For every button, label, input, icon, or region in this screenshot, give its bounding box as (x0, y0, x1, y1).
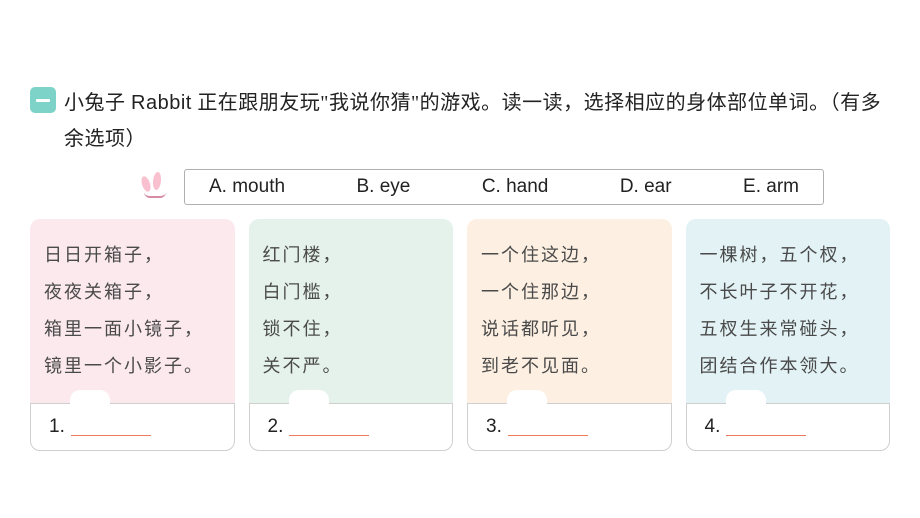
rabbit-line-icon (144, 192, 166, 198)
answer-blank[interactable] (71, 418, 151, 436)
option-e: E. arm (743, 176, 799, 198)
riddle-body-3: 一个住这边， 一个住那边， 说话都听见， 到老不见面。 (467, 219, 672, 403)
riddle-body-4: 一棵树，五个杈， 不长叶子不开花， 五杈生来常碰头， 团结合作本领大。 (686, 219, 891, 403)
riddle-body-2: 红门楼， 白门槛， 锁不住， 关不严。 (249, 219, 454, 403)
header-row: 小兔子 Rabbit 正在跟朋友玩"我说你猜"的游戏。读一读，选择相应的身体部位… (30, 85, 890, 157)
answer-blank[interactable] (508, 418, 588, 436)
worksheet-container: 小兔子 Rabbit 正在跟朋友玩"我说你猜"的游戏。读一读，选择相应的身体部位… (0, 0, 920, 451)
riddle-line: 日日开箱子， (44, 237, 223, 274)
question-number-badge (30, 87, 56, 113)
badge-dash-icon (36, 99, 50, 102)
answer-slot-2: 2. (249, 403, 454, 451)
riddle-line: 夜夜关箱子， (44, 274, 223, 311)
option-d: D. ear (620, 176, 672, 198)
instructions-text: 小兔子 Rabbit 正在跟朋友玩"我说你猜"的游戏。读一读，选择相应的身体部位… (64, 85, 890, 157)
answer-slot-1: 1. (30, 403, 235, 451)
riddle-line: 说话都听见， (481, 311, 660, 348)
answer-slot-3: 3. (467, 403, 672, 451)
answer-label: 1. (49, 416, 65, 438)
riddle-line: 不长叶子不开花， (700, 274, 879, 311)
riddle-line: 五杈生来常碰头， (700, 311, 879, 348)
option-a: A. mouth (209, 176, 285, 198)
riddle-card-1: 日日开箱子， 夜夜关箱子， 箱里一面小镜子， 镜里一个小影子。 1. (30, 219, 235, 451)
riddle-line: 镜里一个小影子。 (44, 348, 223, 385)
answer-blank[interactable] (289, 418, 369, 436)
answer-label: 2. (268, 416, 284, 438)
answer-label: 3. (486, 416, 502, 438)
riddle-card-4: 一棵树，五个杈， 不长叶子不开花， 五杈生来常碰头， 团结合作本领大。 4. (686, 219, 891, 451)
riddle-line: 一个住这边， (481, 237, 660, 274)
cards-row: 日日开箱子， 夜夜关箱子， 箱里一面小镜子， 镜里一个小影子。 1. 红门楼， … (30, 219, 890, 451)
answer-slot-4: 4. (686, 403, 891, 451)
riddle-line: 红门楼， (263, 237, 442, 274)
riddle-line: 锁不住， (263, 311, 442, 348)
riddle-line: 白门槛， (263, 274, 442, 311)
instr-rabbit: Rabbit (131, 92, 192, 114)
riddle-line: 关不严。 (263, 348, 442, 385)
riddle-line: 团结合作本领大。 (700, 348, 879, 385)
riddle-body-1: 日日开箱子， 夜夜关箱子， 箱里一面小镜子， 镜里一个小影子。 (30, 219, 235, 403)
riddle-line: 到老不见面。 (481, 348, 660, 385)
option-c: C. hand (482, 176, 549, 198)
answer-blank[interactable] (726, 418, 806, 436)
rabbit-ears-icon (140, 172, 174, 202)
riddle-card-3: 一个住这边， 一个住那边， 说话都听见， 到老不见面。 3. (467, 219, 672, 451)
riddle-line: 一个住那边， (481, 274, 660, 311)
riddle-line: 箱里一面小镜子， (44, 311, 223, 348)
options-bar: A. mouth B. eye C. hand D. ear E. arm (184, 169, 824, 205)
option-b: B. eye (357, 176, 411, 198)
instr-prefix: 小兔子 (64, 92, 131, 114)
riddle-line: 一棵树，五个杈， (700, 237, 879, 274)
options-row: A. mouth B. eye C. hand D. ear E. arm (140, 169, 890, 205)
riddle-card-2: 红门楼， 白门槛， 锁不住， 关不严。 2. (249, 219, 454, 451)
answer-label: 4. (705, 416, 721, 438)
